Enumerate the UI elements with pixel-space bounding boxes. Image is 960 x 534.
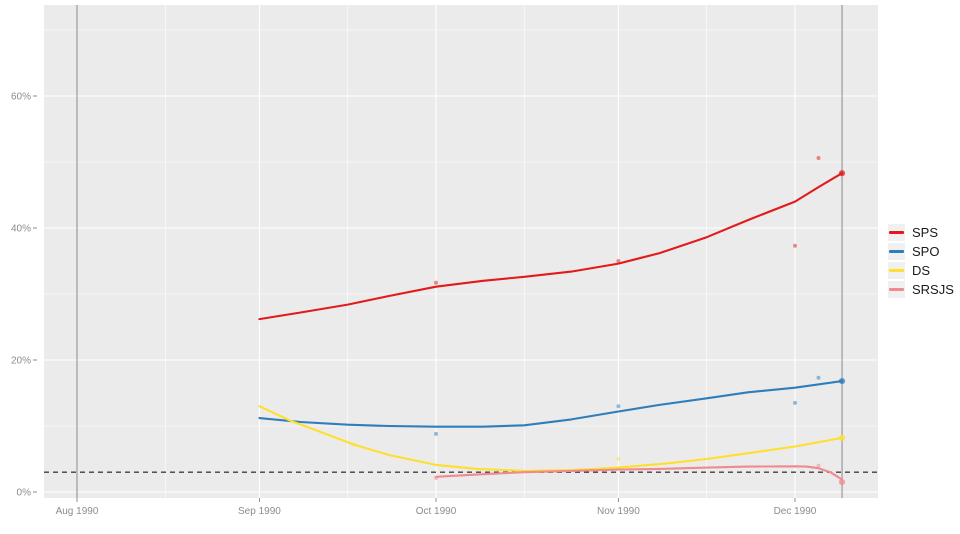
legend-key-ds bbox=[888, 262, 905, 279]
x-axis-tick-label: Nov 1990 bbox=[597, 506, 640, 517]
poll-point-sps bbox=[616, 259, 621, 263]
legend-label-ds: DS bbox=[912, 263, 931, 278]
legend-key-sps bbox=[888, 224, 905, 241]
x-axis-tick-label: Dec 1990 bbox=[774, 506, 817, 517]
legend-line-icon bbox=[889, 250, 904, 253]
legend-key-spo bbox=[888, 243, 905, 260]
legend-line-icon bbox=[889, 288, 904, 291]
legend-label-sps: SPS bbox=[912, 225, 939, 240]
poll-point-srsjs bbox=[434, 476, 438, 481]
legend-item-srsjs: SRSJS bbox=[888, 281, 954, 298]
legend: SPS SPO DS SRSJS bbox=[888, 224, 954, 298]
x-axis-tick-label: Sep 1990 bbox=[238, 506, 281, 517]
poll-point-ds bbox=[351, 442, 356, 447]
final-point-srsjs bbox=[838, 479, 846, 486]
y-axis-tick-label: 0% bbox=[17, 488, 32, 499]
final-point-ds bbox=[838, 434, 846, 441]
trend-line-spo bbox=[258, 380, 844, 428]
legend-label-srsjs: SRSJS bbox=[912, 282, 954, 297]
poll-point-sps bbox=[434, 280, 438, 285]
legend-line-icon bbox=[889, 231, 904, 234]
legend-key-srsjs bbox=[888, 281, 905, 298]
y-axis-tick-label: 40% bbox=[11, 224, 31, 235]
y-axis-tick-label: 20% bbox=[11, 356, 31, 367]
trend-line-sps bbox=[258, 172, 844, 321]
trend-line-ds bbox=[258, 405, 844, 472]
poll-point-spo bbox=[434, 431, 438, 436]
trend-line-srsjs bbox=[434, 465, 844, 481]
plot-panel bbox=[44, 5, 878, 498]
poll-point-srsjs bbox=[816, 463, 821, 468]
poll-point-spo bbox=[793, 400, 797, 405]
poll-point-spo bbox=[816, 375, 821, 380]
legend-item-spo: SPO bbox=[888, 243, 954, 260]
poll-point-ds bbox=[616, 457, 621, 461]
legend-line-icon bbox=[889, 269, 904, 272]
x-axis-tick-label: Aug 1990 bbox=[56, 506, 99, 517]
legend-label-spo: SPO bbox=[912, 244, 940, 259]
legend-item-sps: SPS bbox=[888, 224, 954, 241]
poll-point-spo bbox=[616, 404, 621, 409]
x-axis-tick-label: Oct 1990 bbox=[416, 506, 457, 517]
poll-point-sps bbox=[816, 156, 821, 160]
poll-point-sps bbox=[793, 243, 797, 248]
final-point-sps bbox=[838, 170, 846, 177]
y-axis-tick-label: 60% bbox=[11, 92, 31, 103]
legend-item-ds: DS bbox=[888, 262, 954, 279]
final-point-spo bbox=[838, 378, 846, 385]
